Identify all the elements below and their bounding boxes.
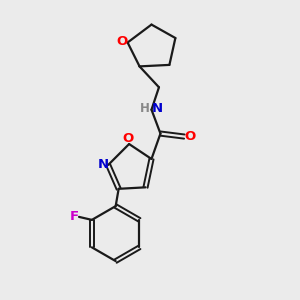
Text: O: O	[122, 132, 133, 145]
Text: O: O	[116, 34, 127, 47]
Text: F: F	[69, 210, 79, 224]
Text: H: H	[140, 102, 150, 115]
Text: O: O	[184, 130, 195, 143]
Text: N: N	[97, 158, 108, 171]
Text: N: N	[151, 102, 162, 115]
